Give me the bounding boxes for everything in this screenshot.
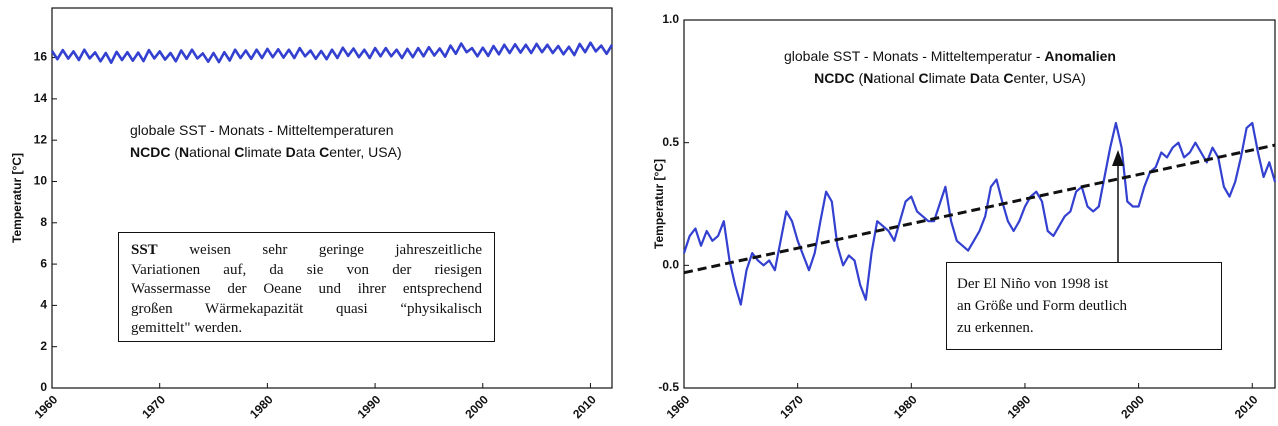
annotation-part: D: [286, 144, 296, 160]
annotation-part: N: [179, 144, 189, 160]
annotation-part: C: [918, 70, 928, 86]
y-tick-label: 0: [40, 380, 47, 394]
arrow-head: [1112, 150, 1124, 166]
x-tick-label: 1970: [139, 392, 168, 421]
x-tick-label: 2010: [1232, 392, 1261, 421]
plot-frame: [51, 7, 613, 389]
y-tick-label: 1.0: [662, 12, 679, 26]
x-tick-label: 1960: [664, 392, 693, 421]
note-text: SST: [131, 242, 158, 258]
y-tick-label: 8: [40, 215, 47, 229]
annotation-part: NCDC: [814, 70, 854, 86]
y-tick-label: 12: [34, 132, 48, 146]
note-text: Variationen auf, da sie von der riesigen: [131, 261, 482, 278]
plot-frame: [683, 19, 1276, 389]
annotation-part: limate: [929, 70, 970, 86]
annotation-part: D: [970, 70, 980, 86]
annotation-part: Anomalien: [1044, 48, 1116, 64]
note-text: an Größe und Form deutlich: [957, 298, 1127, 314]
annotation-part: enter, USA): [329, 144, 401, 160]
trend-line: [683, 143, 1276, 275]
y-tick-label: -0.5: [658, 380, 679, 394]
y-tick-label: 0.0: [662, 258, 679, 272]
note-line: zu erkennen.: [957, 317, 1209, 339]
annotation-part: ational: [873, 70, 918, 86]
annotation-part: globale SST - Monats - Mitteltemperature…: [130, 122, 394, 138]
y-axis-label: Temperatur [°C]: [652, 159, 666, 249]
note-box: Der El Niño von 1998 ist an Größe und For…: [946, 262, 1222, 350]
note-line: Wassermasse der Oeane und ihrer entsprec…: [131, 280, 482, 300]
note-text: zu erkennen.: [957, 320, 1034, 336]
annotation-part: ational: [189, 144, 234, 160]
x-tick-label: 1980: [247, 392, 276, 421]
x-tick-label: 1980: [891, 392, 920, 421]
x-tick-label: 2000: [462, 392, 491, 421]
annotation-part: ata: [980, 70, 1003, 86]
x-tick-label: 1990: [1005, 392, 1034, 421]
note-box: SST weisen sehr geringe jahreszeitliche V…: [118, 232, 495, 342]
note-line: gemittelt" werden.: [131, 319, 482, 339]
note-text: Der El Niño von 1998 ist: [957, 276, 1109, 292]
y-tick-label: 0.5: [662, 135, 679, 149]
note-text: Wassermasse der Oeane und ihrer entsprec…: [131, 281, 482, 297]
annotation-part: limate: [244, 144, 285, 160]
y-axis-label: Temperatur [°C]: [10, 153, 24, 243]
annotation-part: C: [319, 144, 329, 160]
data-line: [682, 121, 1277, 306]
annotation: globale SST - Monats - Mitteltemperature…: [130, 122, 394, 138]
annotation: NCDC (National Climate Data Center, USA): [814, 70, 1086, 86]
x-tick-label: 1960: [32, 392, 61, 421]
note-line: SST weisen sehr geringe jahreszeitliche: [131, 241, 482, 261]
x-tick-label: 1970: [777, 392, 806, 421]
annotation-part: globale SST - Monats - Mitteltemperatur …: [784, 48, 1044, 64]
x-tick-label: 1990: [355, 392, 384, 421]
y-tick-label: 4: [40, 298, 47, 312]
annotation-part: N: [863, 70, 873, 86]
x-tick-label: 2000: [1118, 392, 1147, 421]
note-text: großen Wärmekapazität quasi “physikalisc…: [131, 300, 482, 317]
annotation-part: NCDC: [130, 144, 170, 160]
annotation-part: ata: [296, 144, 319, 160]
note-line: Der El Niño von 1998 ist: [957, 273, 1209, 295]
note-line: Variationen auf, da sie von der riesigen: [131, 261, 482, 281]
y-tick-label: 6: [40, 256, 47, 270]
annotation-part: C: [234, 144, 244, 160]
note-line: an Größe und Form deutlich: [957, 295, 1209, 317]
x-tick-label: 2010: [570, 392, 599, 421]
note-text: gemittelt" werden.: [131, 320, 243, 336]
annotation: NCDC (National Climate Data Center, USA): [130, 144, 402, 160]
data-line: [50, 41, 614, 64]
annotation-part: (: [170, 144, 179, 160]
y-tick-label: 2: [40, 339, 47, 353]
note-line: großen Wärmekapazität quasi “physikalisc…: [131, 300, 482, 320]
annotation-part: enter, USA): [1013, 70, 1085, 86]
note-text: weisen sehr geringe jahreszeitliche: [157, 242, 482, 258]
y-tick-label: 10: [34, 174, 48, 188]
y-tick-label: 14: [34, 91, 48, 105]
annotation-part: C: [1003, 70, 1013, 86]
annotation-part: (: [855, 70, 864, 86]
annotation: globale SST - Monats - Mitteltemperatur …: [784, 48, 1116, 64]
y-tick-label: 16: [34, 50, 48, 64]
